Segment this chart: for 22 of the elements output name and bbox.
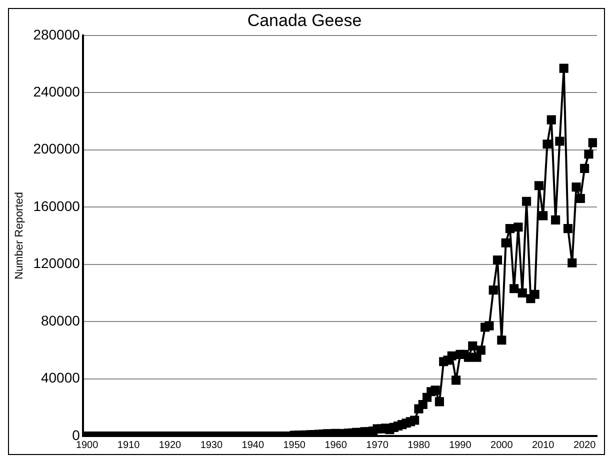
x-tick-label: 2010: [532, 440, 555, 451]
x-tick-label: 2000: [490, 440, 514, 451]
x-tick-label: 1970: [366, 440, 389, 451]
y-tick-label: 240000: [33, 83, 80, 100]
x-tick-label: 1990: [449, 440, 472, 451]
y-tick-label: 200000: [33, 140, 80, 157]
x-tick-label: 1910: [117, 440, 140, 451]
y-axis-title: Number Reported: [14, 192, 26, 280]
y-tick-label: 120000: [33, 255, 80, 272]
y-tick-label: 160000: [33, 198, 80, 214]
x-tick-label: 1980: [408, 440, 430, 451]
y-tick-label: 280000: [33, 26, 80, 42]
x-tick-label: 1920: [158, 440, 182, 451]
x-tick-label: 1950: [283, 440, 306, 451]
chart-title: Canada Geese: [247, 10, 362, 30]
x-tick-label: 1940: [242, 440, 264, 451]
y-tick-label: 80000: [40, 312, 80, 328]
x-tick-label: 1900: [76, 440, 99, 451]
x-tick-label: 1930: [200, 440, 223, 451]
x-tick-label: 2020: [573, 440, 596, 451]
x-tick-label: 1960: [324, 440, 348, 451]
y-tick-label: 40000: [40, 370, 80, 386]
